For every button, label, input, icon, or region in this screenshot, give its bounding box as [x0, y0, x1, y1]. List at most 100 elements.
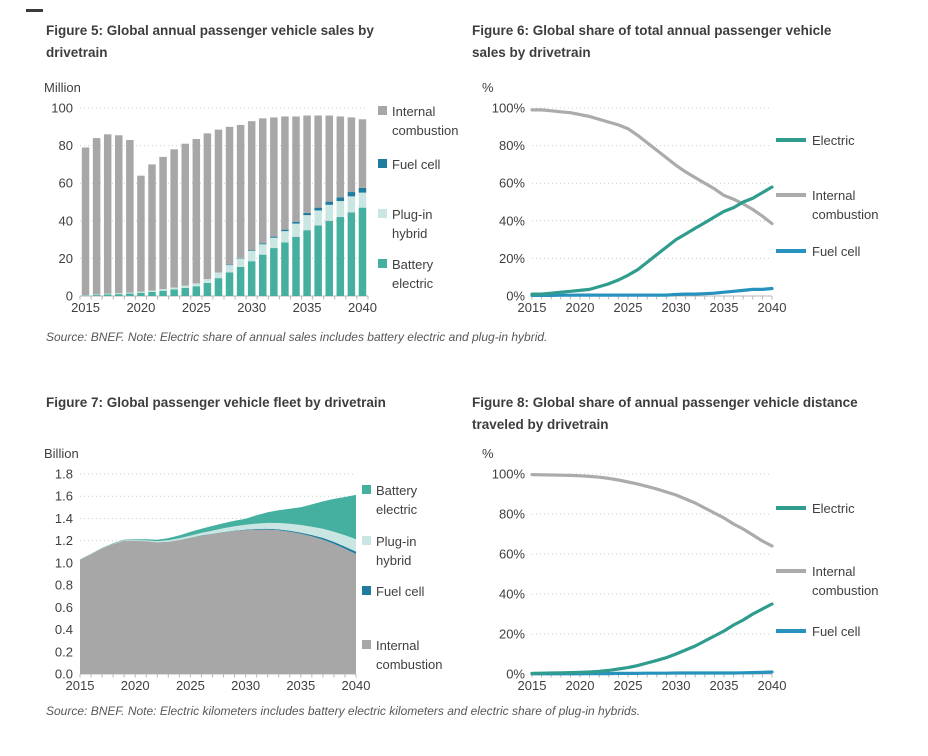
bar-segment	[181, 143, 189, 286]
bar-segment	[336, 116, 345, 198]
legend-swatch	[362, 485, 371, 494]
figure6-chart: 100% 80% 60% 40% 20% 0%2015 2020 2025 2030 2035 20…	[492, 101, 787, 316]
bar-segment	[358, 119, 367, 188]
bar-segment	[347, 196, 356, 213]
x-tick-label: 2020	[566, 300, 595, 315]
x-tick-label: 2035	[286, 678, 315, 693]
legend-label: Fuel cell	[812, 244, 861, 259]
bar-segment	[303, 215, 311, 231]
bar-segment	[225, 264, 234, 273]
figure6-title: Figure 6: Global share of total annual p…	[472, 23, 832, 60]
bar-segment	[203, 282, 212, 296]
area-segment	[80, 494, 356, 560]
legend-label: Electric	[812, 501, 855, 516]
y-tick-label: 20%	[499, 251, 525, 266]
bar-segment	[81, 295, 90, 296]
y-tick-label: 1.2	[55, 533, 73, 548]
series-line	[530, 286, 774, 297]
legend-swatch	[378, 209, 387, 218]
legend-label: Plug-in hybrid	[376, 534, 417, 568]
y-tick-label: 40	[59, 213, 73, 228]
legend-item: Plug-in hybrid	[362, 532, 416, 570]
bar-segment	[347, 212, 356, 296]
bar-segment	[137, 175, 145, 292]
bar-segment	[358, 187, 367, 193]
x-tick-label: 2035	[293, 300, 322, 315]
legend-label: Fuel cell	[812, 624, 861, 639]
bar-segment	[281, 231, 289, 243]
bar-segment	[247, 121, 256, 251]
bar-segment	[358, 192, 367, 208]
bar-segment	[170, 287, 178, 290]
bar-segment	[347, 117, 356, 193]
legend-label: Battery electric	[376, 483, 418, 517]
bar-segment	[270, 236, 278, 238]
area-segment	[80, 529, 356, 674]
bar-segment	[126, 139, 134, 293]
legend-swatch	[362, 586, 371, 595]
y-tick-label: 40%	[499, 213, 525, 228]
bar-segment	[148, 290, 156, 292]
bar-segment	[270, 237, 278, 249]
bar-segment	[236, 257, 245, 259]
bar-segment	[292, 116, 300, 222]
legend-swatch	[378, 159, 387, 168]
bar-segment	[270, 248, 278, 296]
x-tick-label: 2025	[176, 678, 205, 693]
y-tick-label: 40%	[499, 587, 525, 602]
bar-segment	[281, 242, 289, 296]
bar-segment	[259, 244, 267, 255]
bar-segment	[137, 292, 145, 296]
series-line	[530, 108, 774, 226]
figure6-unit-label: %	[482, 80, 494, 95]
legend-swatch	[362, 536, 371, 545]
x-tick-label: 2020	[126, 300, 155, 315]
bar-segment	[325, 220, 333, 296]
bar-segment	[159, 156, 167, 290]
legend-label: Internal combustion	[812, 188, 879, 222]
bar-segment	[325, 115, 333, 202]
bar-segment	[103, 293, 112, 295]
bar-segment	[281, 116, 289, 230]
y-tick-label: 80%	[499, 507, 525, 522]
y-tick-label: 0%	[506, 667, 525, 682]
bar-segment	[137, 291, 145, 293]
bar-segment	[236, 124, 245, 258]
series-line	[530, 602, 774, 675]
legend-swatch	[378, 259, 387, 268]
bar-segment	[103, 294, 112, 296]
bar-segment	[148, 291, 156, 296]
bar-segment	[192, 286, 201, 296]
legend-label: Internal combustion	[812, 564, 879, 598]
page-corner-mark	[26, 9, 43, 12]
legend-label: Plug-in hybrid	[392, 207, 433, 241]
bar-segment	[259, 243, 267, 245]
y-tick-label: 60	[59, 176, 73, 191]
bar-segment	[281, 229, 289, 232]
bar-segment	[336, 197, 345, 202]
legend-item: Electric	[776, 499, 855, 518]
legend-item: Internal combustion	[378, 102, 458, 140]
legend-label: Electric	[812, 133, 855, 148]
figure7-unit-label: Billion	[44, 446, 79, 461]
bar-segment	[358, 207, 367, 296]
series-line	[530, 473, 774, 548]
legend-item: Fuel cell	[362, 582, 424, 601]
y-tick-label: 0.2	[55, 644, 73, 659]
x-tick-label: 2040	[342, 678, 371, 693]
y-tick-label: 0%	[506, 289, 525, 304]
bar-segment	[92, 138, 101, 295]
y-tick-label: 100%	[492, 467, 526, 482]
figure7-title: Figure 7: Global passenger vehicle fleet…	[46, 395, 386, 410]
bar-segment	[203, 133, 212, 280]
y-tick-label: 0.4	[55, 622, 73, 637]
legend-label: Fuel cell	[376, 584, 425, 599]
y-tick-label: 0.6	[55, 600, 73, 615]
bar-segment	[159, 290, 167, 296]
x-tick-label: 2035	[710, 300, 739, 315]
figure5-unit-label: Million	[44, 80, 81, 95]
bar-segment	[203, 279, 212, 283]
bar-segment	[292, 236, 300, 296]
y-tick-label: 80	[59, 138, 73, 153]
